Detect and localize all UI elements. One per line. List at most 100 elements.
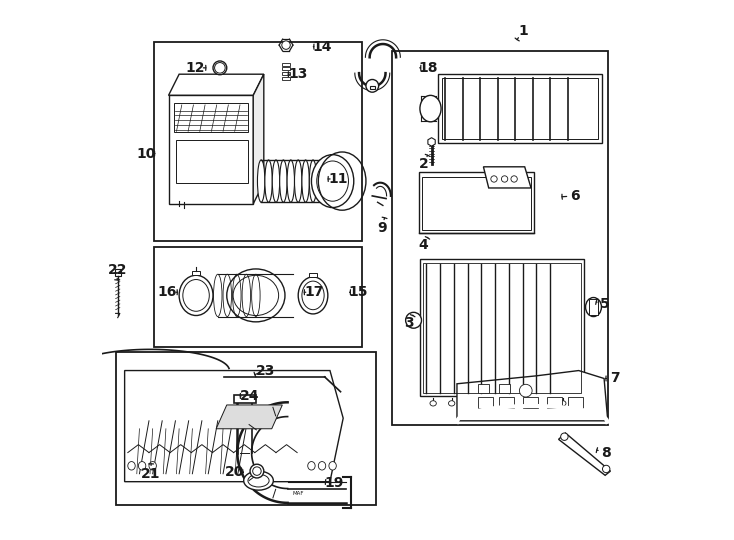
Ellipse shape [258, 160, 265, 202]
Ellipse shape [280, 160, 287, 202]
Ellipse shape [430, 401, 436, 406]
Ellipse shape [603, 465, 610, 472]
Ellipse shape [501, 176, 508, 182]
Ellipse shape [149, 462, 156, 470]
Bar [393, 51, 608, 424]
Text: 21: 21 [142, 467, 161, 481]
Text: 1: 1 [518, 24, 528, 38]
Bar [283, 77, 290, 80]
Bar [568, 397, 583, 408]
Bar [233, 395, 256, 403]
Text: 15: 15 [349, 285, 368, 299]
Ellipse shape [406, 312, 421, 328]
Ellipse shape [183, 280, 209, 311]
Ellipse shape [302, 160, 309, 202]
Polygon shape [408, 314, 419, 327]
Bar [547, 397, 562, 408]
Bar [478, 397, 493, 408]
Bar [154, 43, 362, 241]
Text: 5: 5 [600, 298, 610, 312]
Text: 17: 17 [305, 285, 324, 299]
Bar [154, 247, 362, 347]
Ellipse shape [573, 401, 579, 406]
Ellipse shape [248, 474, 269, 487]
Text: 23: 23 [255, 363, 275, 377]
Bar [309, 273, 317, 277]
Bar [283, 72, 290, 75]
Ellipse shape [139, 462, 146, 470]
Polygon shape [125, 370, 344, 482]
Ellipse shape [308, 462, 315, 470]
Bar [283, 63, 290, 66]
Text: 8: 8 [601, 446, 611, 460]
Ellipse shape [561, 433, 568, 441]
Polygon shape [428, 138, 435, 146]
Ellipse shape [520, 384, 532, 397]
Ellipse shape [128, 462, 135, 470]
Ellipse shape [319, 462, 326, 470]
Text: 20: 20 [225, 465, 244, 479]
Polygon shape [169, 74, 264, 96]
Text: 16: 16 [158, 285, 177, 299]
Polygon shape [169, 96, 253, 204]
Ellipse shape [309, 160, 317, 202]
Bar [192, 271, 200, 275]
Text: 14: 14 [312, 39, 332, 53]
Ellipse shape [265, 160, 272, 202]
Text: 24: 24 [240, 389, 259, 403]
Ellipse shape [227, 269, 285, 322]
Ellipse shape [252, 467, 261, 475]
Ellipse shape [287, 160, 294, 202]
Bar [283, 68, 290, 71]
Polygon shape [217, 405, 283, 429]
Bar [115, 269, 121, 276]
Ellipse shape [272, 160, 280, 202]
Ellipse shape [366, 79, 379, 92]
Text: 13: 13 [288, 67, 308, 81]
Bar [116, 352, 376, 505]
Bar [422, 177, 531, 230]
Ellipse shape [586, 298, 601, 316]
Text: MAF: MAF [292, 491, 304, 496]
Bar [442, 78, 598, 139]
Ellipse shape [559, 401, 566, 406]
Polygon shape [457, 370, 608, 421]
Polygon shape [484, 167, 531, 188]
Ellipse shape [491, 176, 497, 182]
Bar [174, 103, 248, 132]
Bar [499, 397, 514, 408]
Ellipse shape [250, 464, 264, 478]
Text: 9: 9 [377, 221, 387, 235]
Text: 7: 7 [610, 372, 619, 386]
Ellipse shape [317, 161, 349, 201]
Ellipse shape [233, 275, 279, 315]
Text: 19: 19 [324, 476, 344, 490]
Ellipse shape [324, 160, 332, 202]
Ellipse shape [282, 41, 290, 49]
Polygon shape [253, 74, 264, 204]
Bar [589, 299, 597, 315]
Ellipse shape [420, 96, 441, 122]
Ellipse shape [448, 401, 455, 406]
Text: 3: 3 [404, 316, 414, 330]
Text: 2: 2 [419, 157, 429, 171]
Bar [499, 384, 510, 393]
Ellipse shape [179, 275, 213, 315]
Text: 18: 18 [418, 61, 438, 75]
Text: 11: 11 [329, 172, 348, 186]
Ellipse shape [511, 176, 517, 182]
Bar [370, 86, 375, 89]
Bar [419, 172, 534, 233]
Text: 6: 6 [570, 189, 580, 203]
Ellipse shape [244, 471, 273, 490]
Ellipse shape [302, 281, 324, 309]
Ellipse shape [329, 462, 336, 470]
Ellipse shape [294, 160, 302, 202]
Text: 10: 10 [136, 146, 156, 160]
Bar [523, 397, 538, 408]
Text: 22: 22 [107, 263, 127, 277]
Bar [420, 259, 584, 396]
Text: 4: 4 [419, 238, 429, 252]
Ellipse shape [311, 154, 354, 207]
Ellipse shape [213, 61, 227, 75]
